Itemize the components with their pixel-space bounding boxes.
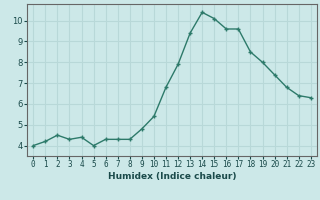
X-axis label: Humidex (Indice chaleur): Humidex (Indice chaleur) xyxy=(108,172,236,181)
